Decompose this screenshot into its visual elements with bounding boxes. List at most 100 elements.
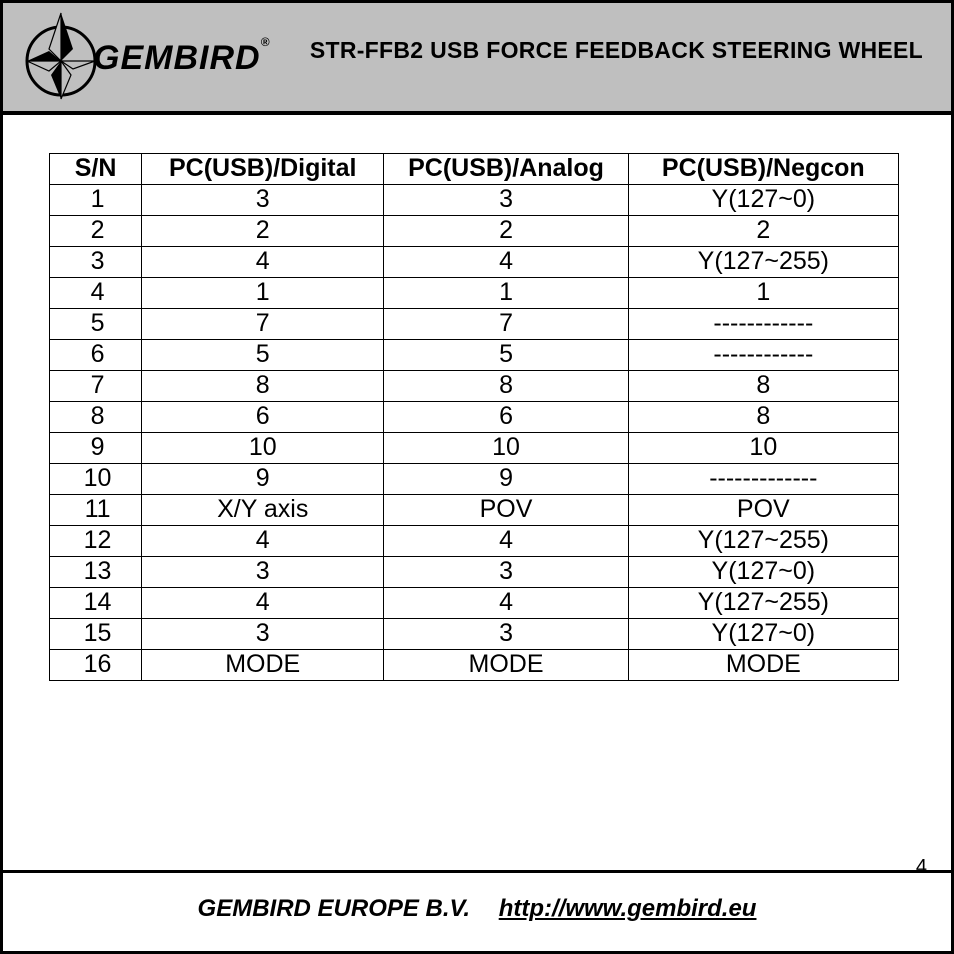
cell: 6	[384, 402, 628, 433]
cell: 10	[50, 464, 142, 495]
content-area: S/N PC(USB)/Digital PC(USB)/Analog PC(US…	[3, 115, 951, 681]
cell: 7	[142, 309, 384, 340]
cell: 6	[142, 402, 384, 433]
table-row: 2222	[50, 216, 899, 247]
table-row: 133Y(127~0)	[50, 185, 899, 216]
cell: 4	[142, 526, 384, 557]
brand-text: GEMBIRD®	[93, 39, 270, 78]
cell: 4	[384, 526, 628, 557]
cell: 7	[50, 371, 142, 402]
cell: ------------	[628, 340, 898, 371]
cell: 3	[384, 185, 628, 216]
cell: MODE	[384, 650, 628, 681]
cell: 8	[384, 371, 628, 402]
cell: 1	[50, 185, 142, 216]
table-row: 9101010	[50, 433, 899, 464]
table-header-row: S/N PC(USB)/Digital PC(USB)/Analog PC(US…	[50, 154, 899, 185]
cell: 9	[50, 433, 142, 464]
table-row: 344Y(127~255)	[50, 247, 899, 278]
cell: 2	[142, 216, 384, 247]
cell: 2	[628, 216, 898, 247]
cell: Y(127~0)	[628, 185, 898, 216]
cell: 3	[142, 557, 384, 588]
cell: Y(127~255)	[628, 588, 898, 619]
cell: 12	[50, 526, 142, 557]
cell: 1	[142, 278, 384, 309]
cell: 3	[142, 619, 384, 650]
cell: 15	[50, 619, 142, 650]
cell: Y(127~0)	[628, 557, 898, 588]
cell: 8	[628, 402, 898, 433]
cell: POV	[384, 495, 628, 526]
cell: Y(127~0)	[628, 619, 898, 650]
cell: 5	[50, 309, 142, 340]
mapping-table: S/N PC(USB)/Digital PC(USB)/Analog PC(US…	[49, 153, 899, 681]
cell: 6	[50, 340, 142, 371]
cell: 4	[142, 588, 384, 619]
cell: 4	[384, 588, 628, 619]
cell: 7	[384, 309, 628, 340]
cell: 16	[50, 650, 142, 681]
table-row: 1099-------------	[50, 464, 899, 495]
cell: Y(127~255)	[628, 526, 898, 557]
cell: 5	[384, 340, 628, 371]
table-row: 1444Y(127~255)	[50, 588, 899, 619]
cell: 10	[628, 433, 898, 464]
cell: 1	[628, 278, 898, 309]
cell: 8	[628, 371, 898, 402]
table-row: 1244Y(127~255)	[50, 526, 899, 557]
table-row: 11X/Y axisPOVPOV	[50, 495, 899, 526]
cell: 3	[50, 247, 142, 278]
col-header-digital: PC(USB)/Digital	[142, 154, 384, 185]
cell: X/Y axis	[142, 495, 384, 526]
table-row: 4111	[50, 278, 899, 309]
table-body: 133Y(127~0) 2222 344Y(127~255) 4111 577-…	[50, 185, 899, 681]
cell: 3	[384, 619, 628, 650]
cell: 10	[142, 433, 384, 464]
table-row: 1533Y(127~0)	[50, 619, 899, 650]
cell: 13	[50, 557, 142, 588]
cell: Y(127~255)	[628, 247, 898, 278]
cell: 10	[384, 433, 628, 464]
col-header-analog: PC(USB)/Analog	[384, 154, 628, 185]
cell: 1	[384, 278, 628, 309]
footer-url: http://www.gembird.eu	[499, 895, 757, 922]
col-header-sn: S/N	[50, 154, 142, 185]
cell: 2	[50, 216, 142, 247]
cell: 4	[142, 247, 384, 278]
cell: 8	[142, 371, 384, 402]
table-row: 8668	[50, 402, 899, 433]
cell: 9	[142, 464, 384, 495]
table-row: 16MODEMODEMODE	[50, 650, 899, 681]
cell: 8	[50, 402, 142, 433]
table-row: 1333Y(127~0)	[50, 557, 899, 588]
footer-rule	[3, 870, 951, 873]
table-row: 655------------	[50, 340, 899, 371]
document-title: STR-FFB2 USB FORCE FEEDBACK STEERING WHE…	[310, 37, 923, 64]
table-row: 577------------	[50, 309, 899, 340]
header-band: GEMBIRD® STR-FFB2 USB FORCE FEEDBACK STE…	[3, 3, 951, 115]
cell: 5	[142, 340, 384, 371]
cell: 4	[384, 247, 628, 278]
cell: 11	[50, 495, 142, 526]
table-row: 7888	[50, 371, 899, 402]
cell: ------------	[628, 309, 898, 340]
footer-company: GEMBIRD EUROPE B.V.	[198, 895, 471, 922]
page-frame: GEMBIRD® STR-FFB2 USB FORCE FEEDBACK STE…	[0, 0, 954, 954]
cell: -------------	[628, 464, 898, 495]
cell: 3	[142, 185, 384, 216]
registered-mark: ®	[261, 35, 271, 49]
cell: 3	[384, 557, 628, 588]
compass-icon	[21, 11, 99, 105]
brand-logo: GEMBIRD®	[21, 11, 270, 105]
footer: GEMBIRD EUROPE B.V. http://www.gembird.e…	[3, 895, 951, 923]
cell: 14	[50, 588, 142, 619]
col-header-negcon: PC(USB)/Negcon	[628, 154, 898, 185]
cell: 9	[384, 464, 628, 495]
cell: MODE	[142, 650, 384, 681]
page-number: 4	[916, 856, 927, 879]
cell: 4	[50, 278, 142, 309]
cell: 2	[384, 216, 628, 247]
brand-name: GEMBIRD	[93, 39, 261, 77]
cell: MODE	[628, 650, 898, 681]
